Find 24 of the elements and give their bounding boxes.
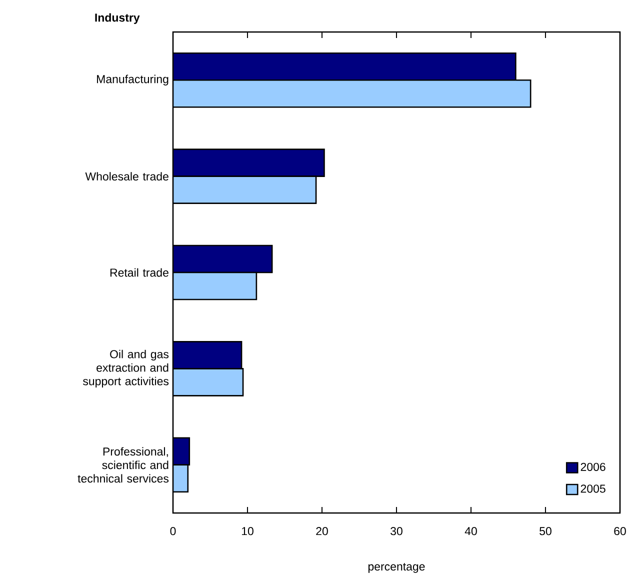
y-tick-label: Wholesale trade [85, 172, 168, 181]
bar [173, 272, 258, 300]
x-tick-label: 30 [390, 527, 402, 536]
x-tick-label: 10 [242, 527, 254, 536]
legend-label: 2006 [580, 462, 606, 471]
y-tick-label: Professional, scientific and technical services [78, 447, 169, 483]
bar [173, 368, 244, 396]
bar [173, 244, 273, 274]
x-tick-label: 0 [170, 527, 176, 536]
y-tick-label: Manufacturing [97, 74, 168, 86]
bar [173, 176, 317, 204]
x-tick-label: 20 [316, 527, 328, 536]
legend-label: 2005 [580, 484, 606, 493]
x-tick-label: 60 [614, 527, 626, 536]
x-axis-title: percentage [368, 563, 425, 573]
bar [173, 52, 516, 81]
y-axis-title: Industry [95, 13, 140, 24]
x-tick-label: 40 [464, 527, 477, 536]
bar [173, 148, 325, 177]
y-tick-label: Retail trade [110, 268, 168, 277]
x-tick-label: 50 [540, 527, 552, 536]
bar [173, 341, 242, 370]
bar [173, 79, 532, 108]
y-tick-label: Oil and gas extraction and support activities [82, 350, 169, 388]
